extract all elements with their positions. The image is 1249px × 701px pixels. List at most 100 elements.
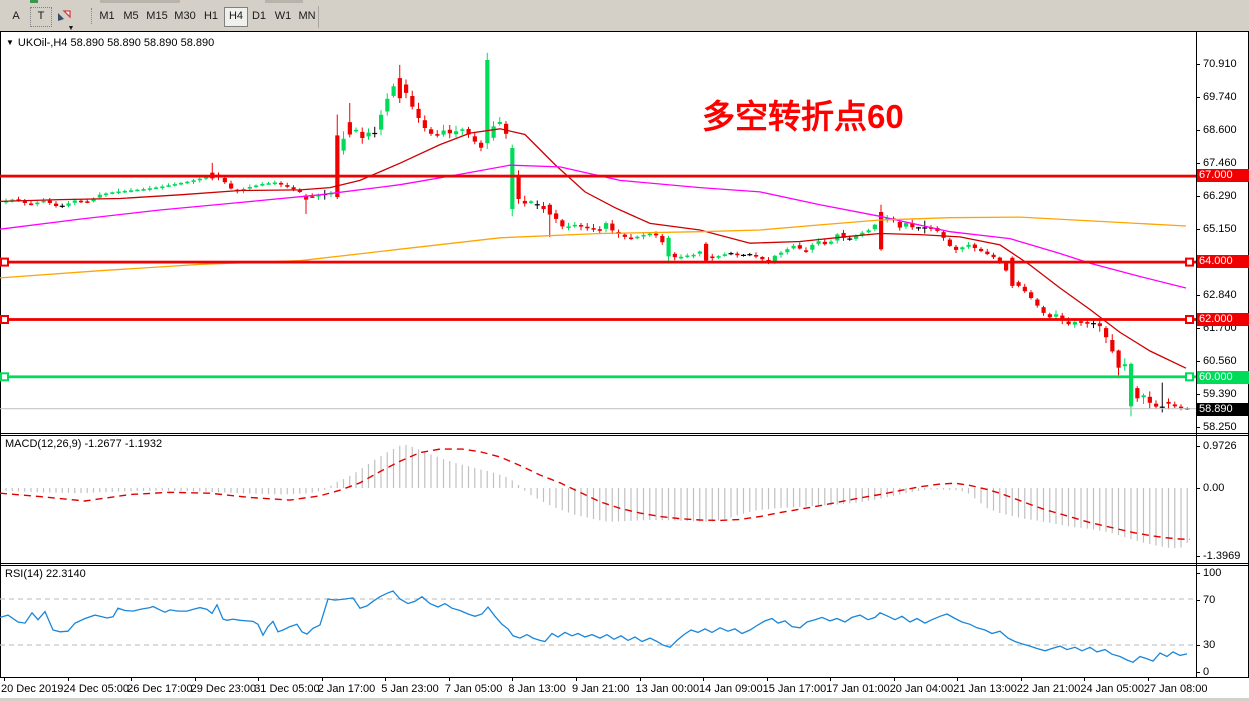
- timeframe-button-h4[interactable]: H4: [224, 7, 248, 27]
- candle-body: [416, 108, 421, 118]
- rsi-axis-tick: [1196, 600, 1200, 601]
- candle-body: [454, 131, 459, 135]
- candle-body: [441, 130, 446, 135]
- candle-body: [691, 254, 696, 257]
- candle-body: [172, 184, 177, 186]
- timeframe-button-d1[interactable]: D1: [251, 10, 267, 22]
- candle-body: [822, 241, 827, 245]
- candle-body: [1104, 328, 1109, 338]
- candle-body: [1016, 282, 1021, 286]
- candle-body: [647, 233, 652, 236]
- candle-body: [147, 188, 152, 190]
- candle-body: [797, 245, 802, 249]
- time-axis-label: 7 Jan 05:00: [444, 683, 503, 695]
- candle-body: [266, 183, 271, 185]
- candle-body: [716, 256, 721, 258]
- candle-body: [66, 203, 71, 206]
- candle-body: [354, 129, 359, 132]
- time-axis-border: [0, 677, 1249, 678]
- timeframe-button-m15[interactable]: M15: [146, 10, 168, 22]
- timeframe-button-mn[interactable]: MN: [298, 10, 316, 22]
- candle-body: [1079, 321, 1084, 323]
- time-axis-tick: [194, 677, 196, 681]
- macd-indicator-chart[interactable]: [0, 435, 1196, 563]
- symbol-dropdown-icon[interactable]: ▼: [6, 38, 14, 47]
- candle-body: [347, 122, 352, 135]
- candle-body: [954, 246, 959, 250]
- candle-body: [166, 185, 171, 187]
- rsi-indicator-chart[interactable]: [0, 565, 1196, 677]
- horizontal-line-60[interactable]: [0, 375, 1196, 379]
- candle-body: [191, 180, 196, 182]
- line-handle[interactable]: [1185, 257, 1194, 267]
- timeframe-button-m30[interactable]: M30: [174, 10, 196, 22]
- time-axis-tick: [703, 677, 705, 681]
- price-axis-label: 59.390: [1203, 388, 1237, 400]
- horizontal-line-62[interactable]: [0, 318, 1196, 321]
- candle-body: [79, 200, 84, 203]
- candle-body: [510, 148, 515, 210]
- time-axis-label: 15 Jan 17:00: [762, 683, 827, 695]
- candle-body: [585, 226, 590, 229]
- horizontal-line-64[interactable]: [0, 260, 1196, 264]
- time-axis-label: 31 Dec 05:00: [254, 683, 320, 695]
- horizontal-line-67[interactable]: [0, 174, 1196, 178]
- time-axis-label: 5 Jan 23:00: [381, 683, 439, 695]
- line-handle[interactable]: [1185, 315, 1194, 324]
- panel-separator[interactable]: [0, 433, 1249, 434]
- price-axis-tick: [1196, 328, 1200, 329]
- time-axis-label: 29 Dec 23:00: [190, 683, 257, 695]
- price-axis-tick: [1196, 229, 1200, 230]
- candle-body: [291, 187, 296, 190]
- rsi-label: RSI(14) 22.3140: [5, 568, 86, 580]
- timeframe-button-m1[interactable]: M1: [99, 10, 115, 22]
- candle-body: [591, 228, 596, 230]
- line-handle[interactable]: [0, 372, 9, 382]
- candle-body: [910, 223, 915, 228]
- panel-separator: [0, 435, 1249, 436]
- line-handle[interactable]: [1185, 372, 1194, 382]
- candle-body: [1041, 307, 1046, 313]
- candle-body: [47, 200, 52, 203]
- candle-body: [366, 132, 371, 137]
- candle-body: [1010, 257, 1015, 286]
- macd-histogram: [5, 444, 1188, 549]
- time-axis-tick: [512, 677, 514, 681]
- candle-body: [985, 251, 990, 255]
- arrow-objects-button[interactable]: ▼: [56, 7, 86, 32]
- candle-body: [304, 195, 309, 200]
- candlestick-chart[interactable]: [0, 31, 1196, 433]
- time-axis-label: 24 Jan 05:00: [1080, 683, 1144, 695]
- candle-body: [491, 126, 496, 138]
- candle-body: [122, 190, 127, 193]
- toolbar-grip[interactable]: [91, 8, 93, 24]
- price-axis-tick: [1196, 64, 1200, 65]
- text-label-button[interactable]: T: [30, 7, 52, 27]
- candle-body: [1047, 314, 1052, 318]
- line-handle[interactable]: [0, 257, 9, 267]
- candle-body: [979, 248, 984, 252]
- annotate-button[interactable]: A: [12, 10, 20, 22]
- timeframe-button-h1[interactable]: H1: [203, 10, 219, 22]
- candle-body: [1116, 350, 1121, 368]
- candle-body: [841, 232, 846, 238]
- candle-body: [879, 212, 884, 250]
- arrow-objects-icon: [58, 10, 71, 21]
- moving-average-mid[interactable]: [0, 164, 1187, 289]
- price-axis-tick: [1196, 97, 1200, 98]
- candle-body: [1179, 406, 1184, 409]
- candle-body: [597, 229, 602, 231]
- moving-average-fast[interactable]: [0, 128, 1187, 369]
- candle-body: [872, 224, 877, 230]
- line-handle[interactable]: [0, 315, 9, 324]
- timeframe-button-w1[interactable]: W1: [274, 10, 292, 22]
- timeframe-button-m5[interactable]: M5: [123, 10, 139, 22]
- panel-separator[interactable]: [0, 563, 1249, 564]
- candle-body: [397, 78, 402, 99]
- candle-body: [1166, 401, 1171, 404]
- candle-body: [572, 224, 577, 227]
- macd-axis-tick: [1196, 488, 1200, 489]
- price-badge-62.000: 62.000: [1197, 313, 1249, 326]
- candle-body: [429, 129, 434, 134]
- candle-body: [116, 191, 121, 194]
